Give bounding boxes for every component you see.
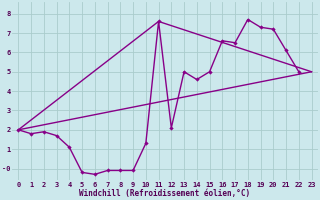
X-axis label: Windchill (Refroidissement éolien,°C): Windchill (Refroidissement éolien,°C) <box>79 189 251 198</box>
